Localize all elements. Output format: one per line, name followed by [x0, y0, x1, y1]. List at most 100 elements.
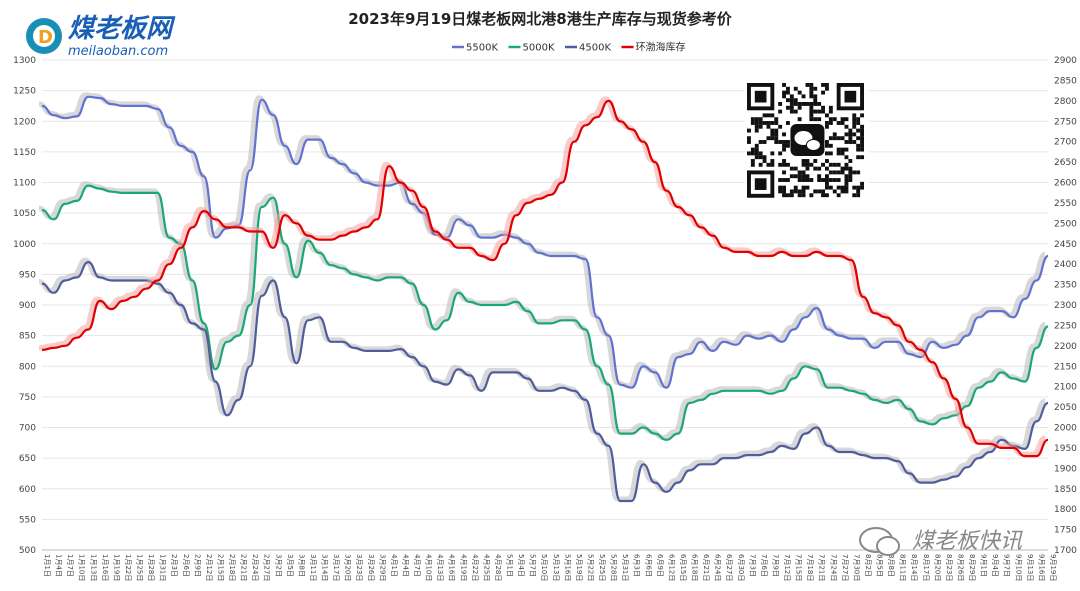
x-tick-label: 4月19日	[459, 554, 467, 581]
series-shadow-0	[38, 92, 1047, 389]
x-tick-label: 7月15日	[795, 554, 803, 581]
left-tick-label: 1000	[13, 240, 36, 250]
x-tick-label: 9月4日	[991, 554, 999, 577]
left-tick-label: 750	[19, 393, 36, 403]
left-tick-label: 650	[19, 454, 36, 464]
right-tick-label: 1750	[1054, 526, 1077, 536]
x-tick-label: 4月1日	[390, 554, 398, 577]
x-tick-label: 4月13日	[436, 554, 444, 581]
axis-layer: 500 550 600 650 700 750 800 850 900 950 1000 1050 11…	[13, 56, 1077, 581]
x-tick-label: 9月1日	[980, 554, 988, 577]
legend-label: 4500K	[579, 43, 611, 54]
x-tick-label: 6月3日	[633, 554, 641, 577]
x-tick-label: 3月8日	[297, 554, 305, 577]
x-tick-label: 9月16日	[1037, 554, 1045, 581]
chart-title: 2023年9月19日煤老板网北港8港生产库存与现货参考价	[348, 10, 732, 28]
left-tick-label: 800	[19, 362, 36, 372]
x-tick-label: 8月26日	[956, 554, 964, 581]
right-tick-label: 2350	[1054, 281, 1077, 291]
x-tick-label: 2月27日	[263, 554, 271, 581]
right-tick-label: 2550	[1054, 199, 1077, 209]
x-tick-label: 3月23日	[355, 554, 363, 581]
x-tick-label: 5月4日	[517, 554, 525, 577]
right-tick-label: 2300	[1054, 301, 1077, 311]
left-tick-label: 500	[19, 546, 36, 556]
x-tick-label: 6月30日	[737, 554, 745, 581]
series-line-环渤海库存	[41, 99, 1049, 458]
right-tick-label: 1850	[1054, 485, 1077, 495]
x-tick-label: 4月4日	[401, 554, 409, 577]
logo: D 煤老板网 meilaoban.com	[26, 14, 176, 59]
left-tick-label: 1100	[13, 179, 36, 189]
x-tick-label: 3月29日	[378, 554, 386, 581]
left-tick-label: 1250	[13, 87, 36, 97]
series-line-5500K	[41, 95, 1049, 389]
left-tick-label: 700	[19, 424, 36, 434]
series-layer	[38, 92, 1049, 503]
x-tick-label: 1月22日	[124, 554, 132, 581]
right-tick-label: 1900	[1054, 464, 1077, 474]
x-tick-label: 2月18日	[228, 554, 236, 581]
x-tick-label: 4月16日	[448, 554, 456, 581]
x-tick-label: 2月3日	[170, 554, 178, 577]
x-tick-label: 1月31日	[159, 554, 167, 581]
right-tick-label: 2000	[1054, 424, 1077, 434]
left-tick-label: 1050	[13, 209, 36, 219]
x-tick-label: 5月31日	[621, 554, 629, 581]
right-tick-label: 2600	[1054, 179, 1077, 189]
x-tick-label: 4月10日	[425, 554, 433, 581]
x-tick-label: 4月22日	[471, 554, 479, 581]
logo-name: 煤老板网	[68, 14, 176, 44]
wechat-icon	[859, 527, 900, 556]
x-tick-label: 8月23日	[945, 554, 953, 581]
right-tick-label: 2050	[1054, 403, 1077, 413]
x-tick-label: 8月5日	[876, 554, 884, 577]
x-tick-label: 9月13日	[1026, 554, 1034, 581]
grid-layer	[42, 59, 1048, 551]
x-tick-label: 2月21日	[240, 554, 248, 581]
left-tick-label: 950	[19, 270, 36, 280]
legend-label: 环渤海库存	[636, 41, 686, 54]
x-tick-label: 1月13日	[89, 554, 97, 581]
x-tick-label: 8月8日	[887, 554, 895, 577]
x-tick-label: 6月18日	[691, 554, 699, 581]
right-tick-label: 1800	[1054, 505, 1077, 515]
x-tick-label: 7月21日	[818, 554, 826, 581]
right-tick-label: 2650	[1054, 158, 1077, 168]
right-tick-label: 2800	[1054, 97, 1077, 107]
x-tick-label: 3月17日	[332, 554, 340, 581]
x-tick-label: 3月11日	[309, 554, 317, 581]
x-tick-label: 8月11日	[899, 554, 907, 581]
legend-label: 5000K	[523, 43, 555, 54]
x-tick-label: 3月20日	[344, 554, 352, 581]
x-tick-label: 6月6日	[644, 554, 652, 577]
logo-domain: meilaoban.com	[68, 44, 168, 59]
svg-text:D: D	[38, 27, 53, 48]
x-tick-label: 4月28日	[494, 554, 502, 581]
x-tick-label: 5月19日	[575, 554, 583, 581]
x-tick-label: 1月10日	[78, 554, 86, 581]
x-tick-label: 7月30日	[852, 554, 860, 581]
x-tick-label: 3月5日	[286, 554, 294, 577]
x-tick-label: 7月12日	[783, 554, 791, 581]
x-tick-label: 2月24日	[251, 554, 259, 581]
right-tick-label: 2400	[1054, 260, 1077, 270]
x-tick-label: 8月17日	[922, 554, 930, 581]
x-tick-label: 8月14日	[910, 554, 918, 581]
left-tick-label: 850	[19, 332, 36, 342]
x-tick-label: 8月2日	[864, 554, 872, 577]
series-line-5000K	[41, 184, 1049, 441]
left-tick-label: 1150	[13, 148, 36, 158]
right-tick-label: 2450	[1054, 240, 1077, 250]
legend: 5500K 5000K 4500K 环渤海库存	[452, 41, 686, 54]
x-tick-label: 2月15日	[216, 554, 224, 581]
x-tick-label: 3月14日	[321, 554, 329, 581]
x-tick-label: 4月7日	[413, 554, 421, 577]
x-tick-label: 6月12日	[667, 554, 675, 581]
right-tick-label: 2900	[1054, 56, 1077, 66]
right-tick-label: 2250	[1054, 321, 1077, 331]
left-tick-label: 1300	[13, 56, 36, 66]
x-tick-label: 2月9日	[193, 554, 201, 577]
